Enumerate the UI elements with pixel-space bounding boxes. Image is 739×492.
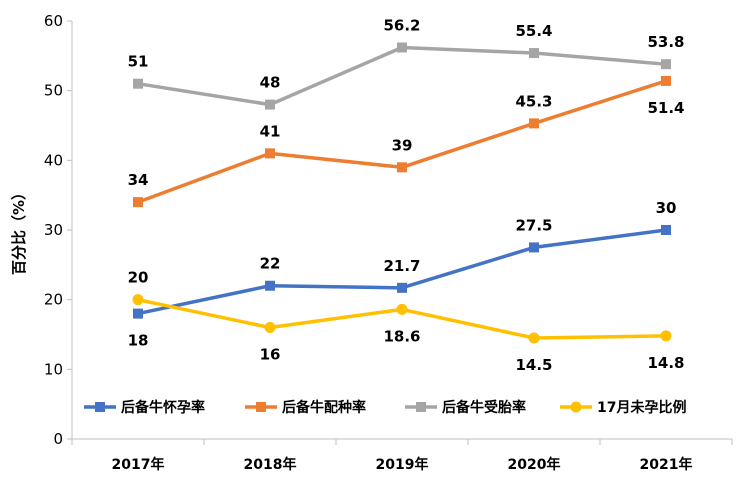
data-label: 16 bbox=[260, 346, 281, 364]
legend-swatch-marker bbox=[256, 402, 266, 412]
data-point-marker bbox=[661, 225, 671, 235]
legend-label: 后备牛怀孕率 bbox=[121, 399, 205, 416]
series-2 bbox=[133, 75, 671, 208]
y-tick-label: 10 bbox=[44, 360, 63, 378]
data-point-marker bbox=[265, 99, 275, 110]
data-label: 41 bbox=[260, 122, 281, 140]
y-tick-label: 40 bbox=[44, 151, 63, 169]
y-tick-label: 30 bbox=[44, 221, 63, 239]
data-label: 39 bbox=[392, 136, 413, 154]
data-point-marker bbox=[660, 330, 672, 342]
data-point-marker bbox=[133, 308, 143, 319]
x-tick-label: 2020年 bbox=[508, 456, 561, 473]
data-point-marker bbox=[133, 78, 143, 89]
legend-swatch-marker bbox=[416, 402, 426, 412]
data-label: 18 bbox=[128, 332, 149, 350]
legend-label: 后备牛配种率 bbox=[282, 399, 366, 416]
data-point-marker bbox=[661, 75, 671, 86]
data-label: 55.4 bbox=[515, 22, 552, 40]
data-point-marker bbox=[265, 148, 275, 159]
y-axis-title: 百分比（%） bbox=[10, 185, 28, 275]
data-point-marker bbox=[529, 118, 539, 129]
y-tick-label: 20 bbox=[44, 291, 63, 309]
series-layer bbox=[132, 42, 672, 344]
data-point-marker bbox=[397, 162, 407, 173]
legend-label: 后备牛受胎率 bbox=[442, 399, 526, 416]
x-tick-label: 2019年 bbox=[376, 456, 429, 473]
data-point-marker bbox=[264, 322, 276, 334]
data-point-marker bbox=[397, 282, 407, 293]
data-label: 51.4 bbox=[647, 99, 684, 117]
legend-item: 后备牛怀孕率 bbox=[84, 399, 205, 416]
data-point-marker bbox=[265, 280, 275, 291]
data-label: 18.6 bbox=[383, 327, 420, 345]
series-3 bbox=[133, 42, 671, 110]
legend-swatch-marker bbox=[570, 401, 582, 413]
data-point-marker bbox=[661, 59, 671, 70]
legend-item: 后备牛受胎率 bbox=[405, 399, 526, 416]
data-label: 48 bbox=[260, 74, 281, 92]
data-labels: 18 22 21.7 27.5 30 34 41 39 45.3 51.4 51 48 56.2 55.4… bbox=[128, 16, 685, 374]
axes: 0 10 20 30 40 50 60 2017年 2018年 2019年 2020年 2021年 百分… bbox=[10, 12, 733, 473]
data-point-marker bbox=[529, 242, 539, 253]
data-point-marker bbox=[133, 197, 143, 208]
data-label: 53.8 bbox=[647, 33, 684, 51]
data-point-marker bbox=[529, 48, 539, 59]
legend-item: 后备牛配种率 bbox=[245, 399, 366, 416]
data-point-marker bbox=[397, 42, 407, 53]
series-4 bbox=[132, 294, 672, 344]
legend-label: 17月未孕比例 bbox=[597, 399, 686, 416]
data-label: 14.8 bbox=[647, 354, 684, 372]
y-tick-label: 50 bbox=[44, 82, 63, 100]
y-tick-label: 60 bbox=[44, 12, 63, 30]
legend: 后备牛怀孕率 后备牛配种率 后备牛受胎率 17月未孕比例 bbox=[84, 399, 686, 416]
data-label: 20 bbox=[128, 269, 149, 287]
data-label: 45.3 bbox=[515, 92, 552, 110]
legend-item: 17月未孕比例 bbox=[560, 399, 686, 416]
series-1 bbox=[133, 225, 671, 319]
data-label: 21.7 bbox=[383, 257, 420, 275]
x-tick-label: 2018年 bbox=[244, 456, 297, 473]
data-label: 51 bbox=[128, 53, 149, 71]
data-label: 34 bbox=[128, 171, 149, 189]
data-label: 30 bbox=[656, 199, 677, 217]
x-tick-label: 2017年 bbox=[112, 456, 165, 473]
data-label: 56.2 bbox=[383, 16, 420, 34]
y-tick-label: 0 bbox=[53, 430, 63, 448]
data-label: 22 bbox=[260, 255, 281, 273]
data-label: 14.5 bbox=[515, 356, 552, 374]
data-point-marker bbox=[396, 303, 408, 315]
x-tick-label: 2021年 bbox=[640, 456, 693, 473]
data-point-marker bbox=[132, 294, 144, 306]
data-point-marker bbox=[528, 332, 540, 344]
series-line bbox=[137, 45, 667, 107]
data-label: 27.5 bbox=[515, 216, 552, 234]
legend-swatch-marker bbox=[95, 402, 105, 412]
